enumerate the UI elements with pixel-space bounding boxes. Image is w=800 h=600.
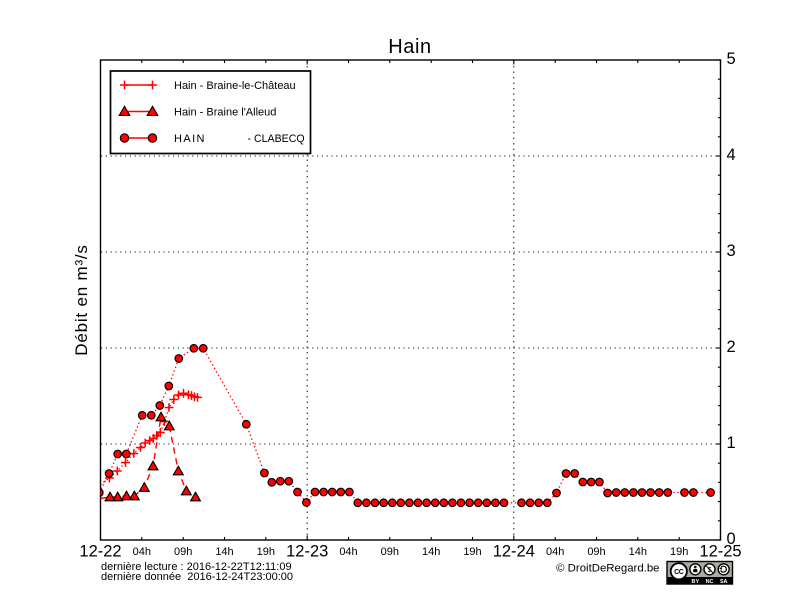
svg-text:04h: 04h bbox=[133, 546, 151, 558]
svg-text:1: 1 bbox=[727, 434, 736, 452]
svg-text:12-22: 12-22 bbox=[79, 543, 121, 561]
svg-text:2: 2 bbox=[727, 338, 736, 356]
svg-text:NC: NC bbox=[706, 579, 714, 585]
svg-text:0: 0 bbox=[727, 530, 736, 548]
svg-text:04h: 04h bbox=[339, 546, 357, 558]
svg-text:- CLABECQ: - CLABECQ bbox=[248, 133, 305, 145]
svg-text:CC: CC bbox=[674, 569, 684, 576]
svg-text:dernière donnée 2016-12-24T23: dernière donnée 2016-12-24T23:00:00 bbox=[101, 571, 293, 583]
svg-text:09h: 09h bbox=[174, 546, 192, 558]
svg-text:12-23: 12-23 bbox=[286, 543, 328, 561]
svg-text:Hain: Hain bbox=[388, 36, 432, 58]
svg-text:3: 3 bbox=[727, 242, 736, 260]
svg-text:09h: 09h bbox=[587, 546, 605, 558]
svg-text:Débit en m³/s: Débit en m³/s bbox=[72, 244, 91, 356]
svg-text:09h: 09h bbox=[381, 546, 399, 558]
svg-text:19h: 19h bbox=[670, 546, 688, 558]
svg-text:BY: BY bbox=[692, 579, 700, 585]
svg-text:5: 5 bbox=[727, 50, 736, 68]
svg-text:14h: 14h bbox=[215, 546, 233, 558]
svg-text:19h: 19h bbox=[257, 546, 275, 558]
svg-text:Hain - Braine-le-Château: Hain - Braine-le-Château bbox=[174, 80, 296, 92]
svg-text:4: 4 bbox=[727, 146, 736, 164]
svg-text:12-25: 12-25 bbox=[699, 543, 741, 561]
svg-text:Hain - Braine l'Alleud: Hain - Braine l'Alleud bbox=[174, 107, 276, 119]
svg-text:04h: 04h bbox=[546, 546, 564, 558]
svg-text:HAIN: HAIN bbox=[174, 133, 206, 145]
svg-text:© DroitDeRegard.be: © DroitDeRegard.be bbox=[556, 563, 659, 575]
svg-text:14h: 14h bbox=[629, 546, 647, 558]
svg-text:SA: SA bbox=[720, 579, 728, 585]
svg-text:19h: 19h bbox=[463, 546, 481, 558]
svg-text:14h: 14h bbox=[422, 546, 440, 558]
svg-text:dernière lecture : 2016-12-22T: dernière lecture : 2016-12-22T12:11:09 bbox=[101, 561, 292, 573]
svg-text:12-24: 12-24 bbox=[493, 543, 535, 561]
